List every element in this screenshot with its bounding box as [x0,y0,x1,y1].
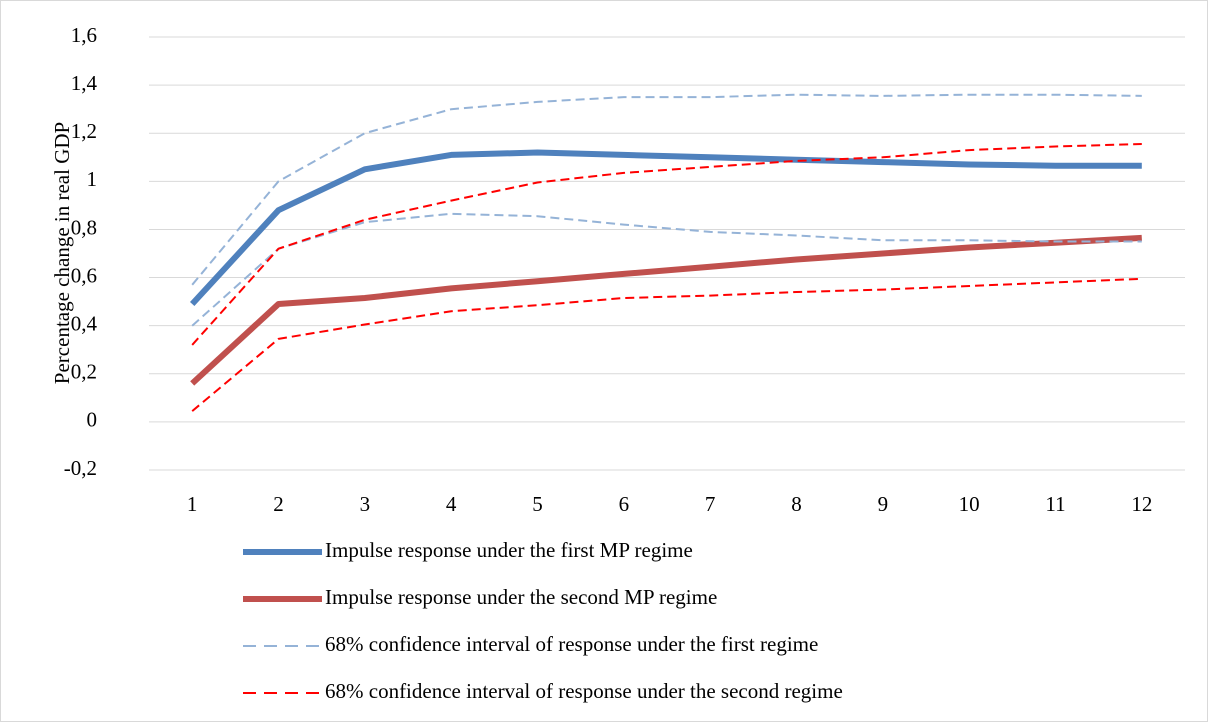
x-tick-label: 8 [791,492,802,516]
series-line [189,149,1142,307]
x-tick-label: 11 [1045,492,1065,516]
y-tick-label: 0,6 [71,263,97,287]
y-tick-label: 1,6 [71,23,97,47]
y-axis-label: Percentage change in real GDP [50,122,74,384]
y-tick-label: 0,2 [71,360,97,384]
series-line [191,143,1142,346]
series-line [190,234,1142,386]
y-tick-label: 1,4 [71,71,98,95]
y-tick-label: -0,2 [64,456,97,480]
series-line [191,212,1142,327]
y-tick-label: 1,2 [71,119,97,143]
series-line [191,93,1142,286]
y-tick-label: 0,4 [71,311,98,335]
x-tick-label: 6 [619,492,630,516]
x-tick-label: 7 [705,492,716,516]
y-tick-label: 1 [87,167,98,191]
legend-label: 68% confidence interval of response unde… [325,632,818,656]
x-tick-label: 10 [959,492,980,516]
x-tick-label: 1 [187,492,198,516]
x-tick-label: 2 [273,492,284,516]
x-tick-label: 4 [446,492,457,516]
series-line [191,277,1142,412]
legend-label: Impulse response under the second MP reg… [325,585,717,609]
x-tick-label: 12 [1131,492,1152,516]
y-tick-label: 0 [87,408,98,432]
x-tick-label: 3 [360,492,371,516]
x-tick-label: 5 [532,492,543,516]
x-tick-label: 9 [878,492,889,516]
legend-label: 68% confidence interval of response unde… [325,679,843,703]
y-tick-label: 0,8 [71,215,97,239]
legend-label: Impulse response under the first MP regi… [325,538,693,562]
